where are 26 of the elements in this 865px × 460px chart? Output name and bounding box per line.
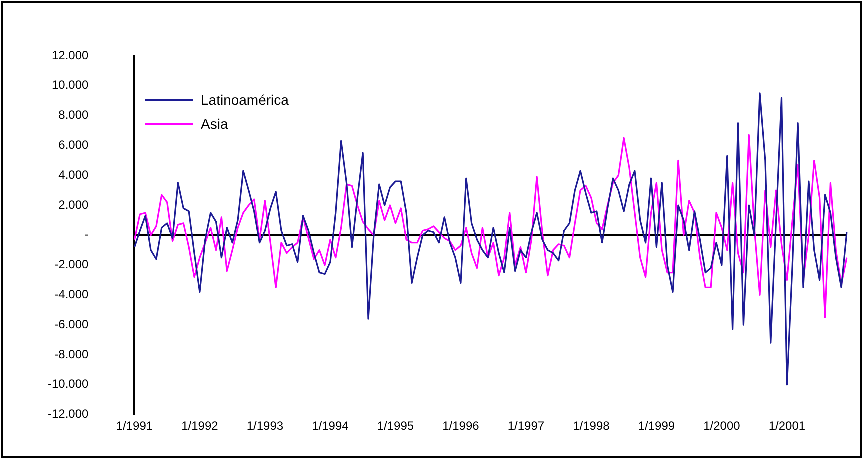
y-tick-label: 6.000 xyxy=(58,138,90,152)
y-tick-label: 8.000 xyxy=(58,108,90,122)
y-tick-label: -10.000 xyxy=(48,377,90,392)
x-tick-label: 1/1998 xyxy=(573,419,610,434)
x-tick-label: 1/1996 xyxy=(442,419,480,434)
y-tick-label: -12.000 xyxy=(48,407,90,422)
y-tick-label: -4.000 xyxy=(54,288,90,302)
x-tick-label: 1/1997 xyxy=(508,419,545,434)
x-tick-label: 1/1992 xyxy=(182,419,219,434)
y-tick-label: -6.000 xyxy=(54,317,90,332)
y-tick-label: - xyxy=(84,228,89,242)
x-tick-label: 1/1994 xyxy=(312,419,350,434)
legend-label: Asia xyxy=(201,116,228,132)
legend-label: Latinoamérica xyxy=(201,92,289,108)
y-tick-label: 12.000 xyxy=(52,48,90,62)
y-tick-label: -8.000 xyxy=(54,347,90,362)
x-tick-label: 1/1993 xyxy=(246,419,284,434)
x-tick-label: 1/1995 xyxy=(377,419,414,434)
y-tick-label: 2.000 xyxy=(58,198,90,212)
x-tick-label: 1/2000 xyxy=(704,419,741,434)
x-tick-label: 1/1991 xyxy=(116,419,154,434)
x-tick-label: 1/1999 xyxy=(638,419,676,434)
y-tick-label: 10.000 xyxy=(52,78,90,92)
y-tick-label: 4.000 xyxy=(58,168,90,182)
y-tick-label: -2.000 xyxy=(54,258,90,272)
x-tick-label: 1/2001 xyxy=(768,419,806,434)
